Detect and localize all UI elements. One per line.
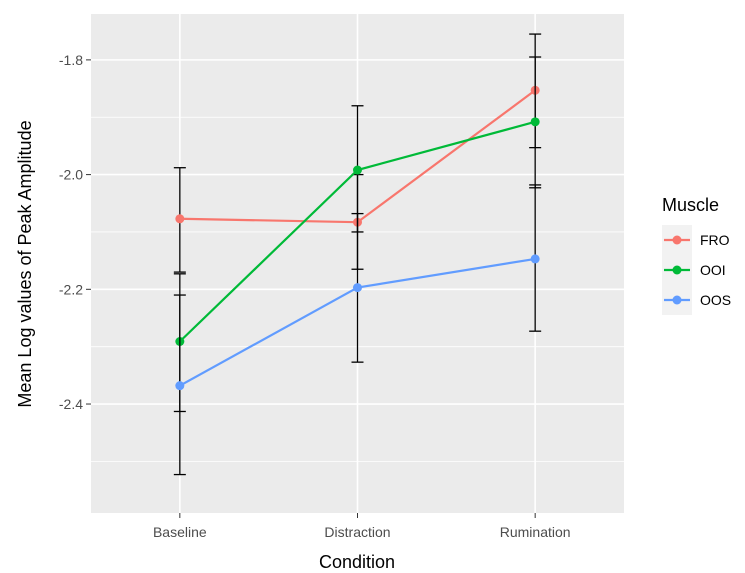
x-tick-label: Baseline	[153, 524, 207, 540]
y-tick-label: -2.4	[59, 396, 83, 412]
x-axis: Baseline Distraction Rumination	[153, 513, 571, 540]
legend-key-point	[672, 265, 682, 275]
data-point	[175, 381, 185, 391]
legend-label: OOI	[700, 262, 726, 278]
legend-key-point	[672, 295, 682, 305]
series-oos	[173, 184, 542, 476]
y-tick-label: -2.2	[59, 281, 83, 297]
y-tick-label: -2.0	[59, 167, 83, 183]
data-point	[353, 283, 362, 293]
data-point	[353, 165, 362, 175]
y-axis: -2.4 -2.2 -2.0 -1.8	[59, 52, 91, 412]
legend-label: OOS	[700, 292, 731, 308]
series-layer	[173, 33, 542, 476]
legend-title: Muscle	[662, 195, 719, 215]
legend-key-point	[672, 235, 682, 245]
data-point	[530, 117, 540, 127]
data-point	[175, 214, 185, 224]
legend-label: FRO	[700, 232, 730, 248]
x-axis-title: Condition	[319, 552, 395, 572]
y-axis-title: Mean Log values of Peak Amplitude	[15, 120, 35, 407]
y-tick-label: -1.8	[59, 52, 83, 68]
x-tick-label: Rumination	[500, 524, 571, 540]
data-point	[530, 254, 540, 264]
x-tick-label: Distraction	[324, 524, 390, 540]
legend: Muscle FRO OOI OOS	[662, 195, 731, 315]
